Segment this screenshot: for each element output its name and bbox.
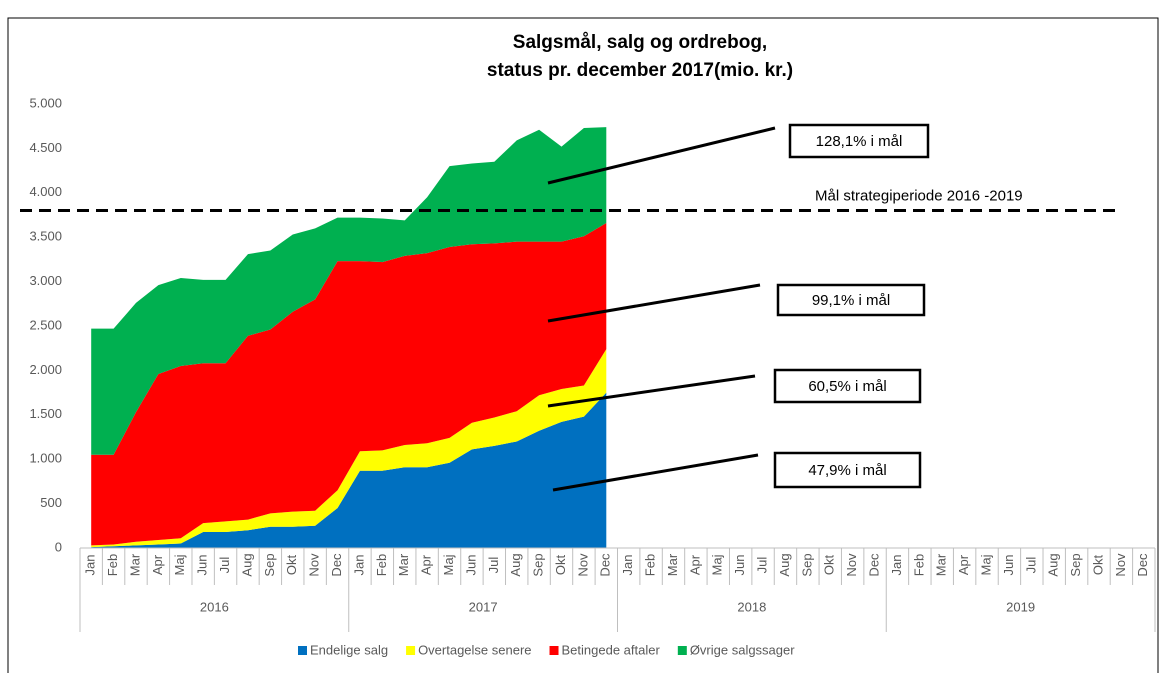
x-tick-label: Mar — [665, 553, 680, 576]
annotation-line — [547, 126, 776, 185]
x-tick-label: Mar — [127, 553, 142, 576]
x-tick-label: Sep — [799, 553, 814, 576]
x-tick-label: Jul — [755, 557, 770, 574]
x-tick-label: Apr — [687, 554, 702, 575]
x-tick-label: Jan — [83, 555, 98, 576]
y-tick-label: 4.500 — [29, 140, 62, 155]
year-label: 2019 — [1006, 599, 1035, 614]
x-tick-label: Mar — [934, 553, 949, 576]
x-tick-label: Nov — [844, 553, 859, 577]
x-tick-label: Aug — [1046, 553, 1061, 576]
x-tick-label: Okt — [822, 555, 837, 576]
x-tick-label: Nov — [1113, 553, 1128, 577]
x-tick-label: Jan — [620, 555, 635, 576]
area — [91, 392, 607, 548]
x-tick-label: Nov — [307, 553, 322, 577]
y-tick-label: 1.500 — [29, 406, 62, 421]
x-tick-label: Sep — [1068, 553, 1083, 576]
y-tick-label: 2.500 — [29, 317, 62, 332]
legend-swatch — [406, 646, 416, 655]
x-tick-label: Dec — [329, 553, 344, 577]
annotation-label: 60,5% i mål — [808, 378, 886, 395]
annotation-line — [547, 374, 756, 408]
year-label: 2016 — [200, 599, 229, 614]
y-tick-label: 3.500 — [29, 229, 62, 244]
legend-swatch — [298, 646, 307, 655]
x-tick-label: Sep — [262, 553, 277, 576]
annotation-line — [547, 283, 761, 323]
annotation-line — [552, 453, 759, 492]
x-tick-label: Jun — [1001, 555, 1016, 576]
x-tick-label: Sep — [531, 553, 546, 576]
annotation-box — [776, 283, 926, 317]
y-tick-label: 5.000 — [29, 95, 62, 110]
legend-swatch — [677, 646, 687, 655]
annotation-box — [773, 451, 922, 489]
x-tick-label: Maj — [172, 554, 187, 575]
x-tick-label: Feb — [911, 554, 926, 576]
annotation-label: 128,1% i mål — [816, 133, 903, 150]
y-tick-label: 500 — [40, 495, 62, 510]
annotation-box — [788, 123, 930, 159]
x-tick-label: Aug — [777, 553, 792, 576]
x-tick-label: Dec — [598, 553, 613, 577]
x-tick-label: Apr — [150, 554, 165, 575]
area — [91, 127, 607, 455]
x-tick-label: Jul — [1023, 557, 1038, 574]
x-tick-label: Nov — [575, 553, 590, 577]
x-tick-label: Dec — [866, 553, 881, 577]
x-tick-label: Maj — [441, 554, 456, 575]
y-tick-label: 1.000 — [29, 451, 62, 466]
legend-label: Overtagelse senere — [418, 642, 531, 657]
legend-swatch — [549, 646, 559, 655]
x-tick-label: Apr — [419, 554, 434, 575]
year-label: 2017 — [469, 599, 498, 614]
x-tick-label: Jan — [351, 555, 366, 576]
x-tick-label: Feb — [374, 554, 389, 576]
x-tick-label: Feb — [105, 554, 120, 576]
legend-label: Øvrige salgssager — [690, 642, 795, 657]
area — [91, 222, 607, 546]
x-tick-label: Okt — [1090, 555, 1105, 576]
x-tick-label: Maj — [978, 554, 993, 575]
x-tick-label: Okt — [553, 555, 568, 576]
annotation-box — [773, 368, 922, 404]
y-tick-label: 0 — [55, 539, 62, 554]
legend-label: Betingede aftaler — [562, 642, 661, 657]
y-tick-label: 4.000 — [29, 184, 62, 199]
chart-title: status pr. december 2017(mio. kr.) — [487, 60, 793, 81]
x-tick-label: Jun — [463, 555, 478, 576]
y-tick-label: 3.000 — [29, 273, 62, 288]
x-tick-label: Feb — [643, 554, 658, 576]
annotation-label: 47,9% i mål — [808, 462, 886, 479]
x-tick-label: Aug — [508, 553, 523, 576]
x-tick-label: Okt — [284, 555, 299, 576]
chart-title: Salgsmål, salg og ordrebog, — [513, 32, 767, 53]
x-tick-label: Jun — [195, 555, 210, 576]
target-label: Mål strategiperiode 2016 -2019 — [815, 188, 1023, 205]
x-tick-label: Jul — [217, 557, 232, 574]
x-tick-label: Apr — [956, 554, 971, 575]
x-tick-label: Jun — [732, 555, 747, 576]
x-tick-label: Mar — [396, 553, 411, 576]
year-label: 2018 — [737, 599, 766, 614]
x-tick-label: Jul — [486, 557, 501, 574]
legend-label: Endelige salg — [310, 642, 388, 657]
y-tick-label: 2.000 — [29, 362, 62, 377]
annotation-label: 99,1% i mål — [812, 292, 890, 309]
x-tick-label: Maj — [710, 554, 725, 575]
x-tick-label: Dec — [1135, 553, 1150, 577]
x-tick-label: Aug — [239, 553, 254, 576]
x-tick-label: Jan — [889, 555, 904, 576]
